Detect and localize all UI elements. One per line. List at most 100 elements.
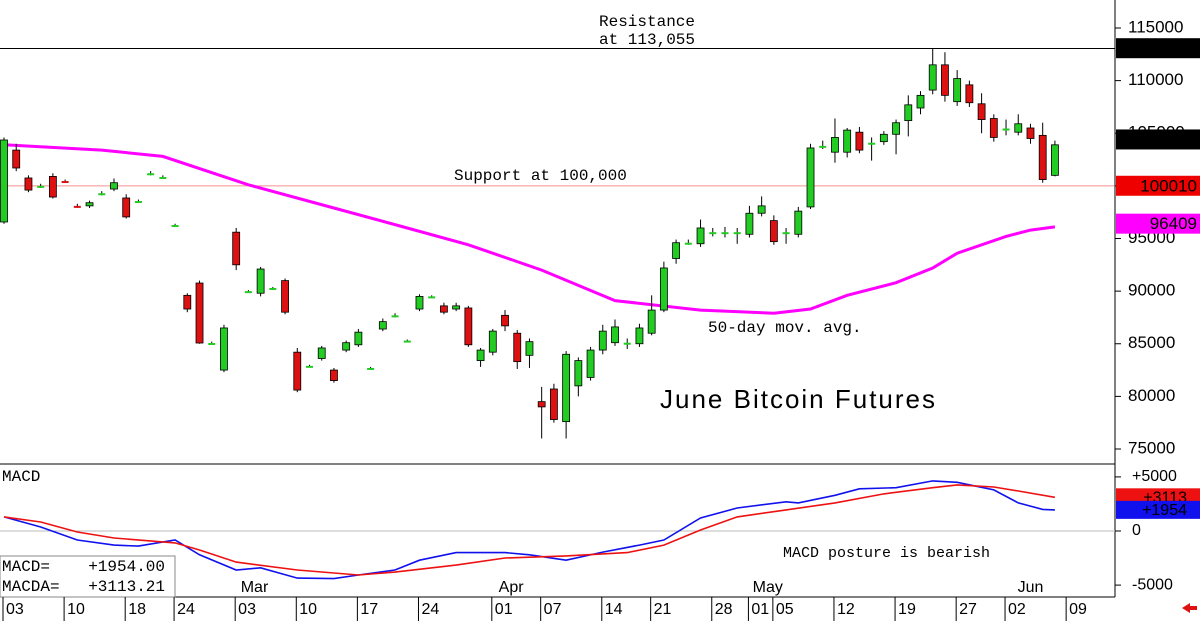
candle-body: [501, 314, 509, 327]
candle-body: [537, 401, 546, 408]
readout-name: MACDA=: [2, 578, 60, 596]
candle-body: [757, 205, 766, 214]
candle-body: [0, 139, 8, 223]
price-tag-label: 100010: [1140, 176, 1197, 195]
candle-body: [684, 242, 692, 245]
candle-body: [611, 326, 619, 344]
candle-body: [452, 305, 461, 310]
moving-average-line: [3, 143, 1056, 315]
scroll-arrow[interactable]: [1182, 603, 1197, 613]
chart-title: June Bitcoin Futures: [660, 384, 937, 414]
candle-body: [855, 131, 864, 151]
candle-body: [709, 232, 717, 235]
candle-body: [378, 321, 387, 330]
candle-body: [232, 231, 241, 266]
candle-body: [391, 315, 399, 318]
macd-tag: [1116, 500, 1200, 519]
month-label: Apr: [499, 579, 525, 596]
candle-body: [428, 296, 436, 299]
candle-body: [403, 340, 411, 343]
candle-body: [550, 388, 558, 420]
candle-body: [1026, 127, 1035, 139]
price-tag: [1116, 175, 1200, 196]
candle-body: [73, 205, 81, 208]
x-tick-label: 07: [544, 601, 562, 618]
candle-body: [513, 332, 522, 363]
x-tick-label: 24: [177, 601, 195, 618]
candle-body: [85, 202, 94, 207]
readout-value: +1954.00: [88, 558, 165, 576]
price-tag: [1116, 129, 1200, 150]
x-tick-label: 21: [654, 601, 672, 618]
x-tick-label: 05: [776, 601, 794, 618]
candle-body: [647, 309, 656, 334]
candle-body: [977, 103, 986, 120]
x-tick-label: 03: [6, 601, 24, 618]
x-tick-label: 18: [128, 601, 146, 618]
candle-body: [159, 177, 167, 180]
readout-value: +3113.21: [88, 578, 165, 596]
candle-body: [769, 220, 778, 243]
candle-body: [293, 351, 302, 391]
y-tick-label: 110000: [1128, 70, 1183, 89]
month-label: Mar: [241, 579, 269, 596]
candle-body: [269, 287, 277, 290]
candle-body: [635, 327, 644, 345]
candle-body: [892, 122, 900, 135]
candle-body: [1002, 128, 1010, 131]
support-label: Support at 100,000: [454, 167, 627, 185]
y-tick-label: 90000: [1128, 281, 1175, 300]
candle-body: [476, 349, 485, 361]
candle-body: [244, 291, 252, 294]
candle-body: [733, 232, 741, 235]
candle-body: [342, 342, 351, 351]
candle-body: [1051, 144, 1059, 176]
candle-body: [183, 294, 192, 310]
price-tag-label: 96409: [1150, 214, 1197, 233]
candle-body: [586, 349, 595, 378]
x-tick-label: 19: [898, 601, 916, 618]
month-label: May: [753, 579, 783, 596]
candle-body: [330, 369, 338, 381]
candle-body: [317, 347, 326, 359]
candle-body: [782, 232, 790, 235]
candle-body: [354, 331, 363, 346]
x-tick-label: 14: [605, 601, 623, 618]
x-tick-label: 27: [959, 601, 977, 618]
x-tick-label: 24: [421, 601, 439, 618]
month-label: Jun: [1018, 579, 1044, 596]
readout-box: [0, 555, 176, 598]
candle-body: [256, 268, 265, 294]
candle-body: [928, 64, 937, 91]
candle-body: [440, 305, 448, 313]
candle-body: [745, 212, 754, 235]
price-tag-label: 104410: [1140, 130, 1197, 149]
candle-body: [868, 142, 876, 145]
resistance-label: at 113,055: [599, 31, 695, 49]
price-tag: [1116, 213, 1200, 234]
y-tick-label: 75000: [1128, 438, 1175, 457]
candle-body: [904, 104, 913, 122]
x-tick-label: 02: [1008, 601, 1026, 618]
candle-body: [48, 176, 57, 198]
candle-body: [819, 145, 827, 148]
candle-body: [220, 327, 228, 371]
candle-body: [208, 343, 216, 346]
x-tick-label: 17: [360, 601, 378, 618]
candle-body: [306, 365, 313, 368]
candle-body: [61, 181, 69, 184]
candle-body: [879, 133, 888, 143]
candle-body: [843, 129, 852, 153]
candle-body: [415, 295, 424, 310]
candle-body: [1014, 123, 1023, 133]
candle-body: [147, 173, 155, 176]
candle-body: [562, 353, 571, 423]
macd-y-tick-label: 0: [1132, 522, 1141, 539]
candle-body: [794, 210, 803, 235]
candle-body: [195, 282, 204, 344]
candle-body: [574, 360, 583, 387]
macd-line: [3, 480, 1055, 580]
candle-body: [24, 177, 33, 191]
